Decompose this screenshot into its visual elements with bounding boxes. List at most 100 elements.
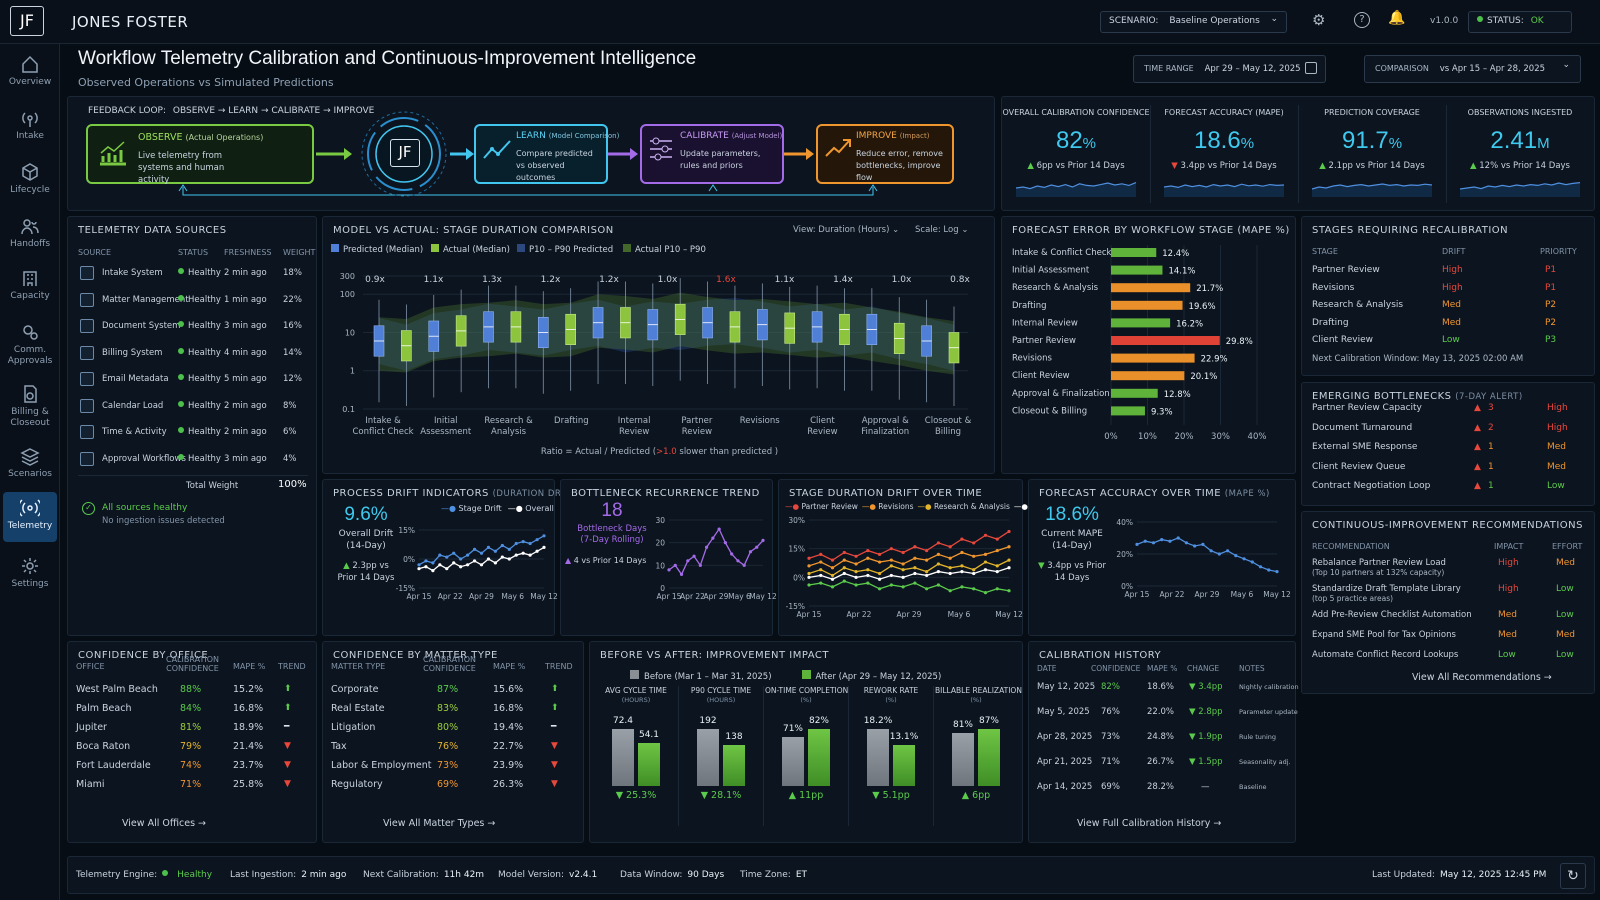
impact-metric[interactable]: P90 CYCLE TIME (HOURS) 192 138 ▼ 28.1% — [678, 686, 762, 836]
kpi-card[interactable]: PREDICTION COVERAGE 91.7% ▲ 2.1pp vs Prior… — [1298, 97, 1446, 212]
nav-telemetry[interactable]: Telemetry — [3, 492, 57, 542]
impact-metric[interactable]: REWORK RATE (%) 18.2% 13.1% ▼ 5.1pp — [848, 686, 932, 836]
error-bar — [1111, 318, 1171, 328]
series-point — [854, 570, 858, 574]
impact-metric[interactable]: BILLABLE REALIZATION (%) 81% 87% ▲ 6pp — [933, 686, 1022, 836]
source-freshness: 4 min ago — [224, 347, 267, 358]
nav-handoffs[interactable]: Handoffs — [3, 210, 57, 256]
comparison-dropdown[interactable]: COMPARISON vs Apr 15 – Apr 28, 2025 ⌄ — [1364, 55, 1581, 83]
nav-overview[interactable]: Overview — [3, 48, 57, 94]
learn-stage[interactable]: LEARN (Model Comparison) Compare predict… — [474, 124, 619, 184]
table-row[interactable]: Labor & Employment 73% 23.9% ▼ — [323, 760, 583, 779]
source-row[interactable]: Time & Activity Healthy 2 min ago 6% — [68, 424, 316, 443]
kpi-card[interactable]: FORECAST ACCURACY (MAPE) 18.6% ▼ 3.4pp vs … — [1150, 97, 1298, 212]
view-history-link[interactable]: View Full Calibration History → — [1077, 818, 1222, 829]
series-point — [528, 541, 532, 546]
nav-scenarios[interactable]: Scenarios — [3, 440, 57, 486]
view-all-link[interactable]: View All Offices → — [122, 818, 207, 829]
x-tick-label: Apr 22 — [680, 592, 705, 601]
recurrence-panel: BOTTLENECK RECURRENCE TREND 18 Bottleneck… — [560, 479, 777, 636]
source-weight: 14% — [283, 347, 302, 358]
view-all-recommendations-link[interactable]: View All Recommendations → — [1412, 672, 1552, 683]
impact-metric[interactable]: AVG CYCLE TIME (HOURS) 72.4 54.1 ▼ 25.3% — [595, 686, 677, 836]
history-row[interactable]: Apr 21, 2025 71% 26.7% ▼ 1.5pp Seasonality a… — [1029, 757, 1295, 776]
recal-row[interactable]: Partner Review High P1 — [1302, 265, 1594, 284]
table-row[interactable]: Regulatory 69% 26.3% ▼ — [323, 779, 583, 798]
recal-stage: Drafting — [1312, 317, 1349, 328]
source-row[interactable]: Intake System Healthy 2 min ago 18% — [68, 265, 316, 284]
source-row[interactable]: Billing System Healthy 4 min ago 14% — [68, 345, 316, 364]
view-dropdown[interactable]: View: Duration (Hours) ⌄ — [793, 225, 900, 235]
nav-comm-approvals[interactable]: Comm. Approvals — [3, 316, 57, 373]
source-status-text: Healthy — [188, 374, 221, 384]
history-row[interactable]: Apr 14, 2025 69% 28.2% — Baseline — [1029, 782, 1295, 801]
next-calibration: Next Calibration Window: May 13, 2025 02… — [1312, 354, 1524, 364]
error-bar — [1111, 388, 1158, 398]
recommendation-row[interactable]: Standardize Draft Template Library (top 5… — [1302, 584, 1594, 603]
y-tick-label: -15% — [786, 602, 805, 611]
nav-settings[interactable]: Settings — [3, 550, 57, 596]
history-row[interactable]: May 5, 2025 76% 22.0% ▼ 2.8pp Parameter upda… — [1029, 707, 1298, 726]
series-point — [542, 534, 546, 538]
scale-dropdown[interactable]: Scale: Log ⌄ — [915, 225, 969, 235]
recommendation-row[interactable]: Add Pre-Review Checklist Automation Med Lo… — [1302, 610, 1594, 629]
source-row[interactable]: Calendar Load Healthy 2 min ago 8% — [68, 398, 316, 417]
app-logo[interactable]: JF — [10, 6, 44, 36]
series-point — [889, 564, 893, 568]
series-point — [1217, 552, 1221, 556]
refresh-icon[interactable]: ↻ — [1560, 863, 1586, 889]
table-row[interactable]: Boca Raton 79% 21.4% ▼ — [68, 741, 316, 760]
recommendation-row[interactable]: Automate Conflict Record Lookups Low Low — [1302, 650, 1594, 669]
impact-metric[interactable]: ON-TIME COMPLETION (%) 71% 82% ▲ 11pp — [763, 686, 848, 836]
legend-swatch — [331, 244, 339, 252]
nav-billing-closeout[interactable]: Billing & Closeout — [3, 378, 57, 435]
history-header: MAPE % — [1147, 664, 1178, 673]
error-bar — [1111, 371, 1185, 381]
recommendation-impact: Med — [1498, 610, 1518, 620]
bell-icon[interactable]: 🔔 — [1388, 10, 1406, 26]
source-row[interactable]: Approval Workflows Healthy 3 min ago 4% — [68, 451, 316, 470]
recal-row[interactable]: Drafting Med P2 — [1302, 318, 1594, 337]
source-row[interactable]: Email Metadata Healthy 5 min ago 12% — [68, 371, 316, 390]
calibrate-stage[interactable]: CALIBRATE (Adjust Model) Update paramete… — [640, 124, 784, 184]
nav-intake[interactable]: Intake — [3, 102, 57, 148]
kpi-card[interactable]: OVERALL CALIBRATION CONFIDENCE 82% ▲ 6pp v… — [1002, 97, 1150, 212]
recal-row[interactable]: Research & Analysis Med P2 — [1302, 300, 1594, 319]
bottleneck-row[interactable]: Partner Review Capacity ▲ 3 High — [1302, 403, 1594, 422]
observe-stage[interactable]: OBSERVE (Actual Operations) Live telemet… — [86, 124, 314, 185]
view-all-link[interactable]: View All Matter Types → — [383, 818, 496, 829]
scenario-dropdown[interactable]: SCENARIO: Baseline Operations ⌄ — [1100, 11, 1287, 33]
table-row[interactable]: West Palm Beach 88% 15.2% ⬆ — [68, 684, 316, 703]
time-range-picker[interactable]: TIME RANGE Apr 29 – May 12, 2025 — [1133, 55, 1326, 83]
bottleneck-row[interactable]: Client Review Queue ▲ 1 Med — [1302, 462, 1594, 481]
nav-capacity[interactable]: Capacity — [3, 262, 57, 308]
table-row[interactable]: Jupiter 81% 18.9% ━ — [68, 722, 316, 741]
trend-up-icon: ⬆ — [284, 703, 292, 713]
kpi-card[interactable]: OBSERVATIONS INGESTED 2.41M ▲ 12% vs Prior… — [1446, 97, 1594, 212]
history-row[interactable]: Apr 28, 2025 73% 24.8% ▼ 1.9pp Rule tuning — [1029, 732, 1295, 751]
source-row[interactable]: Document System Healthy 3 min ago 16% — [68, 318, 316, 337]
table-row[interactable]: Litigation 80% 19.4% ━ — [323, 722, 583, 741]
series-point — [514, 541, 518, 546]
table-row[interactable]: Corporate 87% 15.6% ⬆ — [323, 684, 583, 703]
table-row[interactable]: Palm Beach 84% 16.8% ⬆ — [68, 703, 316, 722]
recal-row[interactable]: Revisions High P1 — [1302, 283, 1594, 302]
nav-lifecycle[interactable]: Lifecycle — [3, 156, 57, 202]
bottleneck-row[interactable]: Contract Negotiation Loop ▲ 1 Low — [1302, 481, 1594, 500]
table-row[interactable]: Real Estate 83% 16.8% ⬆ — [323, 703, 583, 722]
history-row[interactable]: May 12, 2025 82% 18.6% ▼ 3.4pp Nightly calib… — [1029, 682, 1299, 701]
table-row[interactable]: Miami 71% 25.8% ▼ — [68, 779, 316, 798]
recal-row[interactable]: Client Review Low P3 — [1302, 335, 1594, 354]
improve-stage[interactable]: IMPROVE (Impact) Reduce error, remove bo… — [816, 124, 954, 184]
table-row[interactable]: Tax 76% 22.7% ▼ — [323, 741, 583, 760]
settings-gear-icon[interactable]: ⚙ — [1312, 11, 1326, 29]
help-icon[interactable]: ? — [1354, 12, 1370, 28]
recommendation-row[interactable]: Rebalance Partner Review Load (Top 10 par… — [1302, 558, 1594, 577]
recommendation-row[interactable]: Expand SME Pool for Tax Opinions Med Med — [1302, 630, 1594, 649]
bottleneck-row[interactable]: Document Turnaround ▲ 2 High — [1302, 423, 1594, 442]
table-row[interactable]: Fort Lauderdale 74% 23.7% ▼ — [68, 760, 316, 779]
bottleneck-row[interactable]: External SME Response ▲ 1 Med — [1302, 442, 1594, 461]
source-status-text: Healthy — [188, 294, 221, 305]
stage-label: Review — [619, 427, 649, 437]
source-row[interactable]: Matter Management Healthy 1 min ago 22% — [68, 292, 316, 311]
